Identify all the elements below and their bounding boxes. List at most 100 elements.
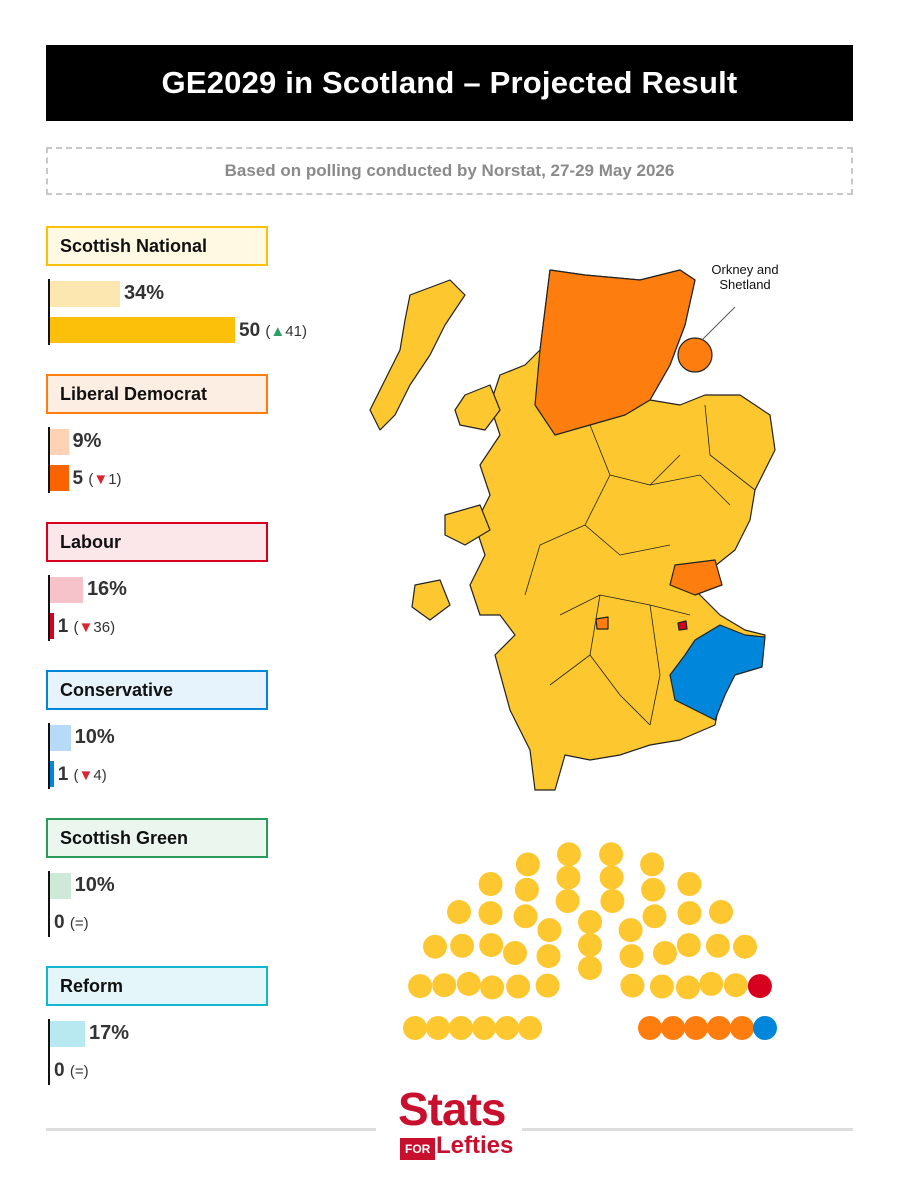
seat-change: (▼36) xyxy=(73,619,116,636)
vote-share-bar xyxy=(50,873,71,899)
seat-dot xyxy=(723,973,748,998)
seat-dot xyxy=(478,872,503,896)
seat-dot xyxy=(432,973,457,998)
map-region-western-isles xyxy=(369,279,466,431)
scotland-map xyxy=(369,269,776,791)
seat-dot xyxy=(535,973,560,998)
logo-lefties: Lefties xyxy=(436,1132,514,1159)
seat-dot xyxy=(578,933,602,957)
vote-share-bar xyxy=(50,429,69,455)
map-region-islay xyxy=(411,579,451,621)
seat-dot xyxy=(513,904,538,929)
bar-axis xyxy=(48,871,50,937)
seat-count: 0 xyxy=(54,1060,70,1081)
bar-axis xyxy=(48,1019,50,1085)
vote-share-bar xyxy=(50,725,71,751)
seat-label: 1 (▼36) xyxy=(58,616,115,638)
seat-dot xyxy=(556,865,581,890)
vote-share-label: 10% xyxy=(74,874,115,896)
map-region-lab xyxy=(677,620,688,631)
bar-axis xyxy=(48,575,50,641)
parliament-chart xyxy=(403,842,777,1040)
seat-dot xyxy=(730,1016,754,1040)
party-label: Liberal Democrat xyxy=(46,374,268,414)
footer-divider-left xyxy=(46,1128,376,1131)
seat-dot xyxy=(661,1016,685,1040)
seat-change: (▲41) xyxy=(265,323,307,340)
seat-dot xyxy=(479,933,504,958)
party-label: Conservative xyxy=(46,670,268,710)
seat-dot xyxy=(456,971,481,996)
seat-dot xyxy=(709,900,733,924)
seat-dot xyxy=(699,971,724,996)
vote-share-label: 16% xyxy=(86,578,127,600)
party-label: Labour xyxy=(46,522,268,562)
vote-share-label: 17% xyxy=(89,1022,130,1044)
seat-label: 0 (=) xyxy=(54,1060,89,1082)
party-panel: Liberal Democrat 9% 5 (▼1) xyxy=(46,374,268,493)
seat-dot xyxy=(537,918,562,943)
seat-dot xyxy=(620,973,645,998)
map-region-ld-fife xyxy=(669,559,723,596)
party-label: Reform xyxy=(46,966,268,1006)
vote-share-bar xyxy=(50,1021,85,1047)
seat-dot xyxy=(578,956,602,980)
seat-dot xyxy=(495,1016,519,1040)
seat-change: (▼1) xyxy=(88,471,122,488)
bar-axis xyxy=(48,279,50,345)
bar-axis xyxy=(48,723,50,789)
map-region-skye xyxy=(454,384,501,431)
seat-count: 1 xyxy=(57,764,74,785)
seat-bar xyxy=(50,465,69,491)
seat-dot xyxy=(640,852,665,877)
seat-dot xyxy=(514,877,539,902)
seat-dot xyxy=(641,877,666,902)
map-orkney-shetland xyxy=(677,337,713,373)
seat-dot xyxy=(733,934,757,959)
seat-dot xyxy=(705,933,730,958)
seat-dot xyxy=(515,852,540,877)
seat-label: 1 (▼4) xyxy=(58,764,107,786)
vote-share-bar xyxy=(50,577,83,603)
seat-dot xyxy=(649,974,674,999)
seat-bar xyxy=(50,317,235,343)
seat-dot xyxy=(638,1016,662,1040)
seat-dot xyxy=(599,865,624,890)
map-region-ld-central xyxy=(595,616,609,630)
seat-dot xyxy=(676,933,701,958)
map-region-con-borders xyxy=(669,624,766,721)
seat-dot xyxy=(677,872,702,896)
seat-dot xyxy=(600,889,625,913)
party-panel: Scottish National 34% 50 (▲41) xyxy=(46,226,307,345)
seat-bar xyxy=(50,761,54,787)
seat-dot xyxy=(478,901,503,926)
seat-dot xyxy=(684,1016,708,1040)
seat-label: 5 (▼1) xyxy=(73,468,122,490)
seat-dot xyxy=(423,934,447,959)
page-subtitle: Based on polling conducted by Norstat, 2… xyxy=(46,147,853,195)
seat-dot xyxy=(503,941,527,965)
seat-count: 50 xyxy=(239,320,266,341)
bar-axis xyxy=(48,427,50,493)
seat-label: 50 (▲41) xyxy=(239,320,307,342)
seat-dot xyxy=(449,1016,473,1040)
seat-count: 0 xyxy=(54,912,70,933)
party-label: Scottish Green xyxy=(46,818,268,858)
party-panel: Labour 16% 1 (▼36) xyxy=(46,522,268,641)
seat-dot xyxy=(426,1016,450,1040)
vote-share-bar xyxy=(50,281,120,307)
seat-dot xyxy=(450,933,475,958)
seat-dot xyxy=(619,944,644,969)
seat-dot xyxy=(472,1016,496,1040)
vote-share-label: 34% xyxy=(124,282,165,304)
seat-dot xyxy=(578,910,602,934)
callout-line-2: Shetland xyxy=(719,277,771,292)
seat-change: (=) xyxy=(69,915,89,932)
seat-bar xyxy=(50,613,54,639)
logo-for: FOR xyxy=(400,1138,436,1160)
seat-change: (▼4) xyxy=(73,767,107,784)
seat-dot xyxy=(447,900,471,924)
vote-share-label: 9% xyxy=(72,430,102,452)
seat-dot xyxy=(653,941,677,965)
seat-dot xyxy=(677,901,702,926)
